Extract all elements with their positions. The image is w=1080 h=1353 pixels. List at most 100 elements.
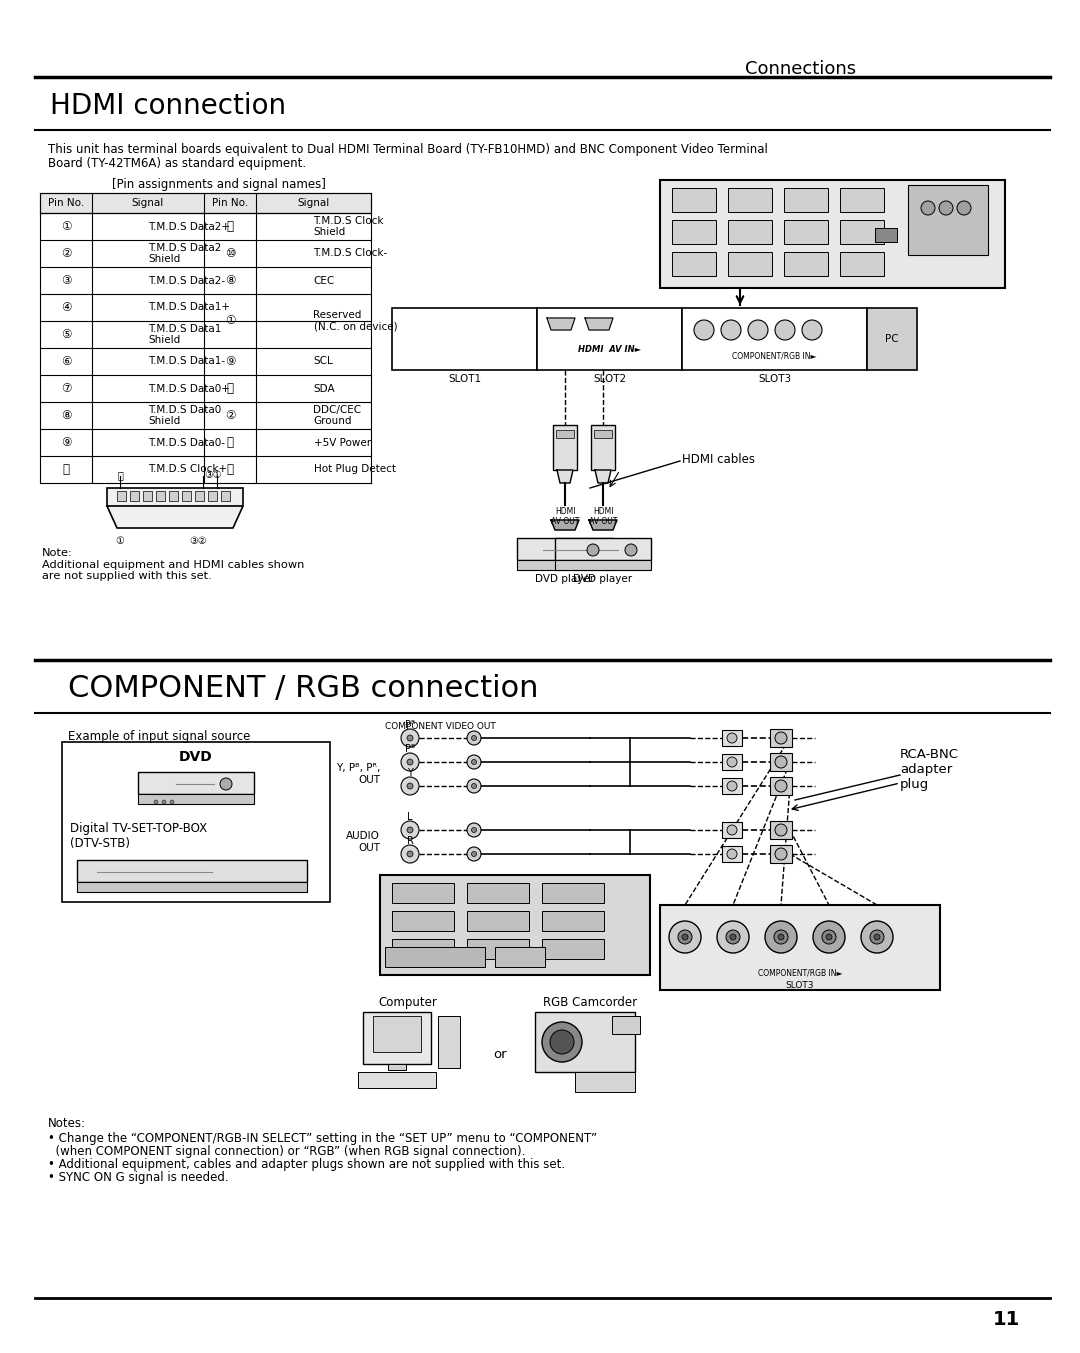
Circle shape	[774, 930, 788, 944]
Bar	[575, 1072, 635, 1092]
Bar	[591, 425, 615, 469]
Bar	[840, 221, 885, 244]
Text: T.M.D.S Data0
Shield: T.M.D.S Data0 Shield	[148, 405, 221, 426]
Bar	[537, 308, 681, 369]
Circle shape	[625, 544, 637, 556]
Text: T.M.D.S Data0+: T.M.D.S Data0+	[148, 383, 230, 394]
Bar	[728, 221, 772, 244]
Circle shape	[407, 827, 413, 833]
Circle shape	[401, 846, 419, 863]
Bar	[542, 939, 604, 959]
Bar	[117, 491, 126, 501]
Bar	[556, 430, 573, 438]
Bar	[392, 939, 454, 959]
Bar	[612, 1016, 640, 1034]
Text: L: L	[407, 812, 413, 823]
Circle shape	[775, 848, 787, 861]
Bar	[392, 884, 454, 902]
Circle shape	[775, 779, 787, 792]
Bar	[875, 229, 897, 242]
Circle shape	[401, 729, 419, 747]
Circle shape	[467, 731, 481, 746]
Bar	[553, 425, 577, 469]
Text: • Additional equipment, cables and adapter plugs shown are not supplied with thi: • Additional equipment, cables and adapt…	[48, 1158, 565, 1170]
Text: HDMI cables: HDMI cables	[681, 453, 755, 465]
Bar	[467, 884, 529, 902]
Text: DDC/CEC
Ground: DDC/CEC Ground	[313, 405, 362, 426]
Bar	[535, 1012, 635, 1072]
Circle shape	[775, 756, 787, 769]
Circle shape	[588, 544, 599, 556]
Bar	[517, 538, 613, 560]
Bar	[784, 252, 828, 276]
Bar	[555, 560, 651, 570]
Bar	[77, 861, 307, 882]
Bar	[672, 221, 716, 244]
Bar	[542, 911, 604, 931]
Circle shape	[401, 821, 419, 839]
Circle shape	[407, 783, 413, 789]
Text: COMPONENT / RGB connection: COMPONENT / RGB connection	[68, 674, 539, 704]
Bar	[495, 947, 545, 967]
Text: +5V Power: +5V Power	[313, 437, 370, 448]
Circle shape	[472, 759, 476, 764]
Text: [Pin assignments and signal names]: [Pin assignments and signal names]	[112, 179, 326, 191]
Bar	[138, 773, 254, 794]
Circle shape	[775, 732, 787, 744]
Text: (when COMPONENT signal connection) or “RGB” (when RGB signal connection).: (when COMPONENT signal connection) or “R…	[48, 1145, 525, 1158]
Text: Signal: Signal	[297, 198, 329, 208]
Circle shape	[775, 824, 787, 836]
Text: T.M.D.S Clock-: T.M.D.S Clock-	[313, 249, 388, 258]
Text: or: or	[494, 1049, 507, 1061]
Bar	[908, 185, 988, 254]
Bar	[555, 538, 651, 560]
Text: ③①: ③①	[204, 469, 221, 480]
Text: ②: ②	[60, 248, 71, 260]
Bar	[784, 188, 828, 212]
Circle shape	[669, 921, 701, 953]
Bar	[660, 905, 940, 990]
Circle shape	[678, 930, 692, 944]
Text: ⑨: ⑨	[60, 436, 71, 449]
Circle shape	[765, 921, 797, 953]
Text: ⑦: ⑦	[60, 382, 71, 395]
Text: ②: ②	[225, 409, 235, 422]
Text: SLOT1: SLOT1	[448, 373, 481, 384]
Text: 11: 11	[993, 1310, 1020, 1329]
Polygon shape	[589, 520, 617, 530]
Bar	[392, 308, 537, 369]
Bar	[723, 778, 742, 794]
Text: Hot Plug Detect: Hot Plug Detect	[313, 464, 395, 475]
Text: ③: ③	[60, 275, 71, 287]
Bar	[728, 188, 772, 212]
Text: Example of input signal source: Example of input signal source	[68, 731, 251, 743]
Text: SLOT3: SLOT3	[786, 981, 814, 989]
Text: ⓪: ⓪	[117, 469, 123, 480]
Bar	[208, 491, 217, 501]
Text: Pᴮ: Pᴮ	[405, 744, 415, 754]
Polygon shape	[107, 506, 243, 528]
Text: HDMI
AV OUT: HDMI AV OUT	[551, 507, 579, 526]
Text: ⑬: ⑬	[227, 463, 233, 476]
Text: ⓪: ⓪	[63, 463, 69, 476]
Circle shape	[220, 778, 232, 790]
Circle shape	[730, 934, 735, 940]
Bar	[723, 754, 742, 770]
Circle shape	[727, 781, 737, 792]
Circle shape	[472, 736, 476, 740]
Text: T.M.D.S Clock
Shield: T.M.D.S Clock Shield	[313, 215, 384, 237]
Text: ⑤: ⑤	[60, 327, 71, 341]
Circle shape	[467, 847, 481, 861]
Circle shape	[861, 921, 893, 953]
Circle shape	[407, 759, 413, 764]
Circle shape	[826, 934, 832, 940]
Text: AUDIO
OUT: AUDIO OUT	[346, 831, 380, 852]
Text: Y, Pᴮ, Pᴿ,
OUT: Y, Pᴮ, Pᴿ, OUT	[336, 763, 380, 785]
Text: ⑧: ⑧	[60, 409, 71, 422]
Circle shape	[467, 779, 481, 793]
Circle shape	[467, 823, 481, 838]
Text: ⓪: ⓪	[227, 221, 233, 233]
Text: CEC: CEC	[313, 276, 335, 285]
Text: HDMI connection: HDMI connection	[50, 92, 286, 120]
Bar	[380, 875, 650, 976]
